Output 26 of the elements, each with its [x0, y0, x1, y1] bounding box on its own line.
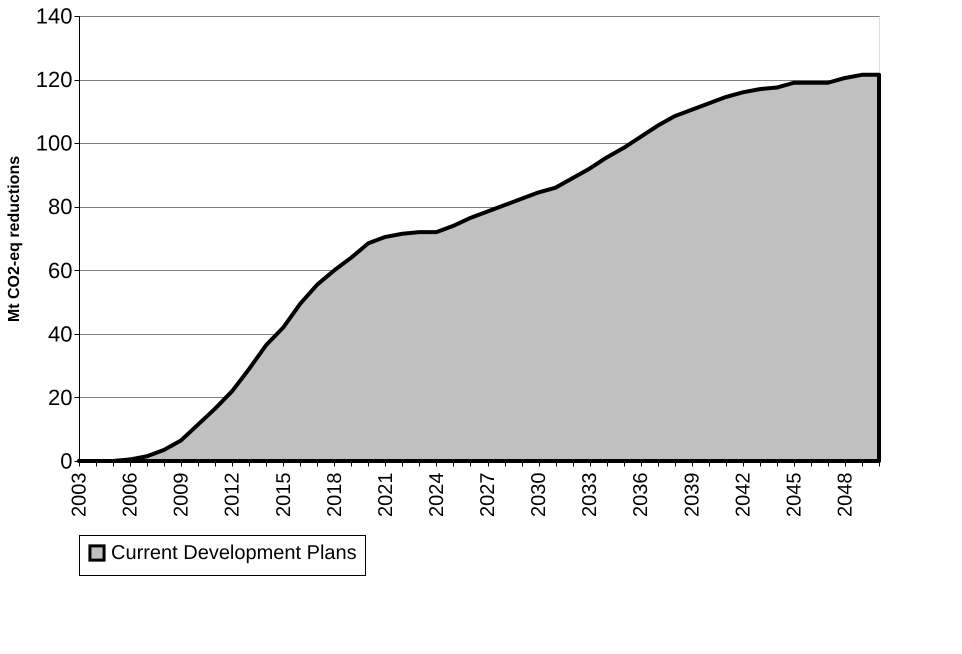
y-tick-label: 0 [60, 448, 72, 474]
x-tick-label: 2045 [783, 472, 806, 517]
legend-label: Current Development Plans [111, 542, 357, 564]
x-tick-label: 2015 [272, 472, 295, 517]
x-tick-label: 2048 [834, 472, 856, 517]
x-tick-label: 2006 [120, 472, 142, 517]
y-tick-label: 60 [48, 258, 72, 283]
x-tick-label: 2018 [324, 472, 346, 517]
x-tick-label: 2030 [528, 472, 550, 517]
y-tick-label: 140 [36, 4, 72, 28]
x-tick-label: 2003 [68, 472, 90, 517]
y-tick-label: 120 [36, 67, 72, 92]
x-tick-label: 2042 [732, 472, 754, 517]
x-tick-label: 2039 [681, 472, 704, 517]
x-tick-label: 2021 [374, 472, 397, 517]
x-tick-label: 2009 [170, 472, 193, 517]
y-tick-label: 40 [48, 321, 72, 346]
x-tick-label: 2027 [477, 472, 500, 517]
x-tick-label: 2033 [579, 472, 602, 517]
x-tick-label: 2012 [222, 472, 244, 517]
y-tick-label: 20 [48, 384, 72, 410]
x-tick-label: 2036 [630, 472, 652, 517]
y-axis-title: Mt CO2-eq reductions [6, 156, 23, 322]
x-tick-label: 2024 [426, 472, 448, 517]
y-tick-label: 80 [48, 194, 72, 220]
y-tick-label: 100 [36, 130, 72, 156]
